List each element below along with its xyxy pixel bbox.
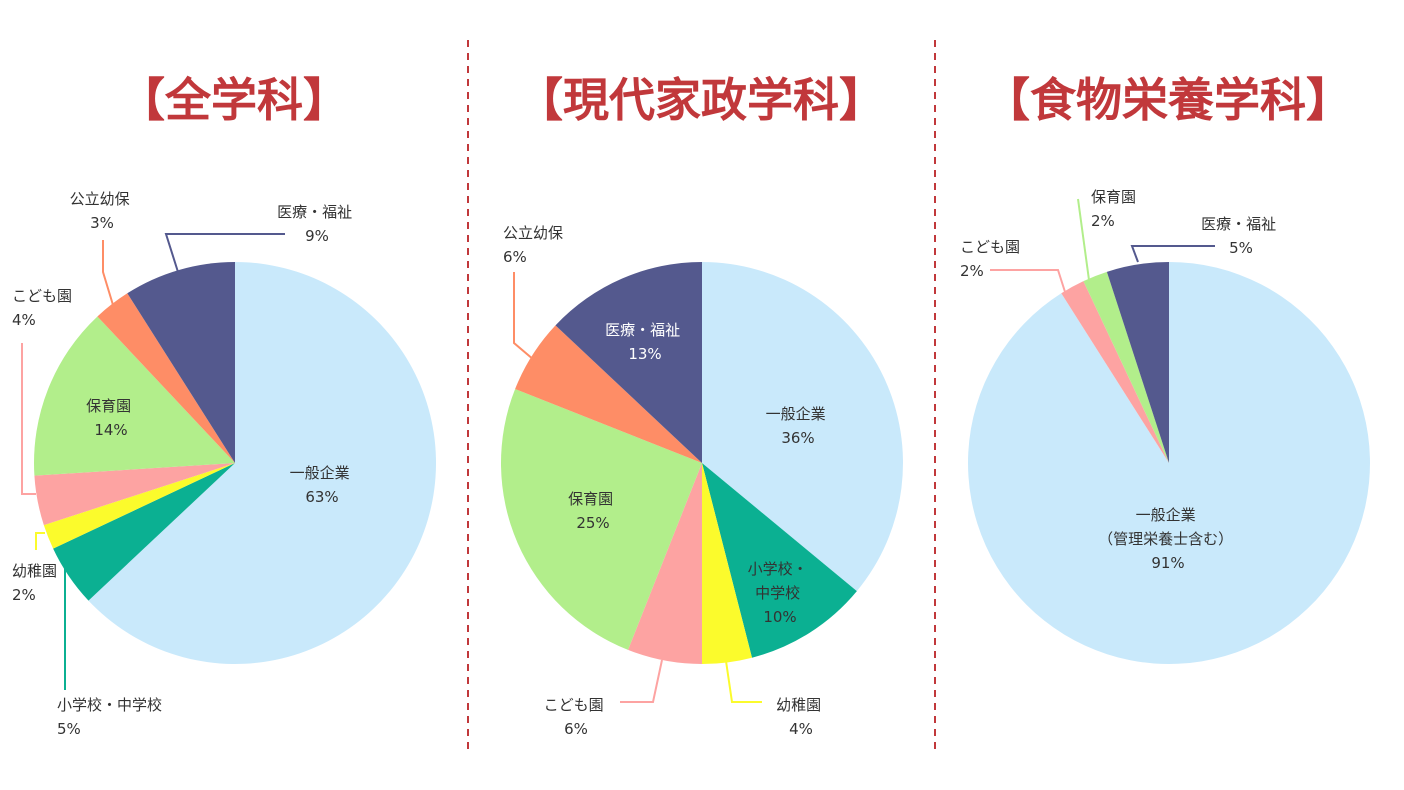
leader-line [620, 659, 663, 703]
leader-line [35, 532, 45, 550]
leader-line [21, 343, 36, 495]
pie-slice [702, 463, 857, 658]
pie-slice [968, 262, 1371, 664]
slice-label: 保育園 2% [1091, 188, 1141, 230]
leader-line [164, 233, 285, 273]
pie-slice [97, 293, 235, 463]
leader-line [64, 566, 72, 690]
slice-label: 幼稚園 2% [12, 562, 62, 604]
pie-slice [88, 262, 437, 664]
pie-slice [43, 463, 236, 549]
pie-slice [515, 325, 702, 463]
pie-slice [1083, 271, 1169, 463]
slice-label: 医療・福祉 9% [277, 203, 357, 245]
pie-slice [34, 316, 236, 476]
leader-line [1077, 198, 1090, 281]
slice-label: こども園 2% [960, 238, 1025, 280]
slice-label: 医療・福祉 5% [1201, 215, 1281, 257]
slice-label: 一般企業 36% [766, 405, 831, 447]
chart-title-all: 【全学科】 [119, 73, 349, 127]
slice-label: 保育園 14% [86, 397, 136, 439]
pie-slice [702, 463, 752, 664]
pie-slice [1106, 262, 1169, 463]
pie-slice [500, 389, 702, 650]
pie-slice [555, 262, 702, 463]
slice-label: 医療・福祉 13% [605, 321, 685, 363]
slice-label: 公立幼保 6% [503, 224, 568, 266]
pie-slice [34, 463, 236, 526]
slice-label: 保育園 25% [568, 490, 618, 532]
leader-line [725, 660, 762, 703]
slice-label: こども園 6% [544, 696, 609, 738]
slice-label: 小学校・ 中学校 10% [748, 560, 813, 626]
leader-line [1130, 245, 1215, 263]
slice-label: 公立幼保 3% [70, 190, 135, 232]
leader-line [990, 269, 1067, 296]
pie-slice [702, 262, 903, 592]
slice-label: 幼稚園 4% [776, 696, 826, 738]
leader-line [102, 240, 114, 306]
chart-title-food-nutrition: 【食物栄養学科】 [984, 73, 1352, 127]
pie-slice [127, 262, 235, 463]
pie-slice [1061, 281, 1169, 463]
leader-line [513, 272, 535, 361]
pie-slice [53, 463, 235, 601]
slice-label: こども園 4% [12, 287, 77, 329]
pie-slice [628, 463, 702, 664]
slice-label: 一般企業 63% [290, 464, 355, 506]
slice-label: 小学校・中学校 5% [57, 696, 167, 738]
chart-title-home-economics: 【現代家政学科】 [517, 73, 885, 127]
slice-label: 一般企業 （管理栄養士含む） 91% [1098, 506, 1238, 572]
